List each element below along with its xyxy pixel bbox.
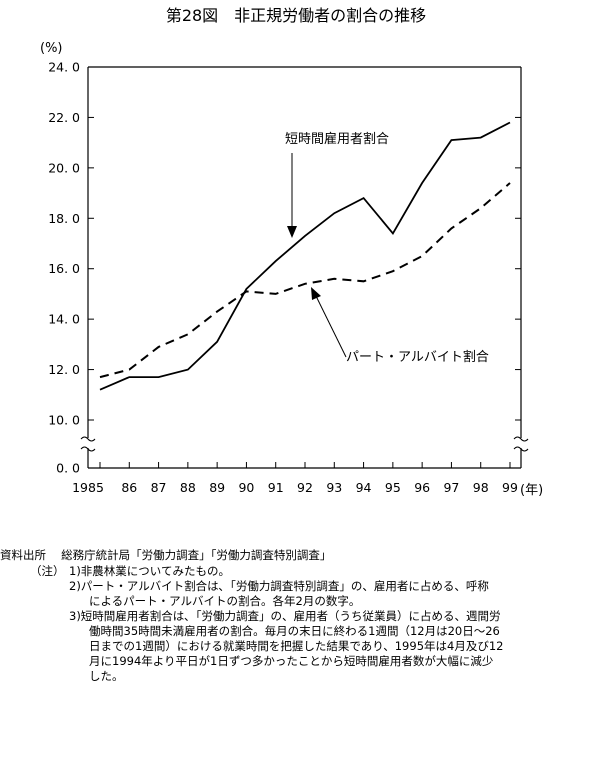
y-ticks: 0. 0 10. 0 12. 0 14. 0 16. 0 18. 0 20. 0 22. 0 2… <box>48 60 521 476</box>
note-item-3-cont4: した。 <box>89 669 124 683</box>
x-ticks: 1985 86 87 88 89 90 91 92 93 94 95 96 97 98 99 <box>72 462 518 495</box>
source-text: 総務庁統計局「労働力調査」「労働力調査特別調査」 <box>61 548 332 562</box>
note-item-3-cont1: 働時間35時間未満雇用者の割合。毎月の末日に終わる1週間（12月は20日～26 <box>89 624 500 638</box>
x-tick-label: 96 <box>414 480 430 495</box>
annotation-short-time: 短時間雇用者割合 <box>285 131 389 147</box>
source-row: 資料出所 総務庁統計局「労働力調査」「労働力調査特別調査」 <box>0 548 331 563</box>
x-tick-label: 92 <box>297 480 313 495</box>
series-line-part-time <box>99 182 511 379</box>
x-tick-label: 95 <box>385 480 401 495</box>
x-tick-label: 87 <box>151 480 167 495</box>
axis-break-mark-right <box>513 436 529 442</box>
arrow-part-time <box>315 295 347 358</box>
axis-break-mark-right <box>513 446 529 452</box>
x-tick-label: 94 <box>356 480 372 495</box>
y-tick-label: 20. 0 <box>48 160 80 175</box>
x-tick-label: 99 <box>502 480 518 495</box>
note-item-2-cont: によるパート・アルバイトの割合。各年2月の数字。 <box>89 594 361 608</box>
source-label: 資料出所 <box>0 548 46 562</box>
x-tick-label: 98 <box>473 480 489 495</box>
y-tick-label: 16. 0 <box>48 261 80 276</box>
y-unit-label: (%) <box>40 41 63 56</box>
note-item-1: 1)非農林業についてみたもの。 <box>69 564 230 578</box>
note-item-3: 3)短時間雇用者割合は､「労働力調査」の、雇用者（うち従業員）に占める、週間労 <box>69 609 501 623</box>
series-line-short-time <box>99 121 511 391</box>
x-tick-label: 89 <box>209 480 225 495</box>
x-tick-label: 88 <box>180 480 196 495</box>
note-item-3-cont3: 月に1994年より平日が1日ずつ多かったことから短時間雇用者数が大幅に減少 <box>89 654 494 668</box>
y-tick-label: 24. 0 <box>48 60 80 75</box>
note-item-2: 2)パート・アルバイト割合は､「労働力調査特別調査」の、雇用者に占める、呼称 <box>69 579 489 593</box>
x-tick-label: 91 <box>268 480 284 495</box>
x-tick-label: 93 <box>326 480 342 495</box>
y-tick-label: 22. 0 <box>48 110 80 125</box>
x-tick-label: 86 <box>121 480 137 495</box>
chart-title: 第28図 非正規労働者の割合の推移 <box>165 6 427 25</box>
y-tick-label: 0. 0 <box>56 461 80 476</box>
annotation-part-time: パート・アルバイト割合 <box>346 349 489 365</box>
note-label: （注） <box>30 564 65 578</box>
axes <box>80 66 529 469</box>
axis-break-mark-left <box>80 436 96 442</box>
x-tick-label: 90 <box>238 480 254 495</box>
x-tick-label: 1985 <box>72 480 104 495</box>
axis-break-mark-left <box>80 446 96 452</box>
y-tick-label: 14. 0 <box>48 312 80 327</box>
series-lines <box>99 121 511 391</box>
y-tick-label: 18. 0 <box>48 211 80 226</box>
line-chart: (%) (年) 0. 0 10. 0 12. 0 14. 0 16. 0 18. 0 20.… <box>40 41 543 498</box>
x-unit-label: (年) <box>520 483 543 498</box>
arrowhead-short-time <box>287 226 297 238</box>
x-tick-label: 97 <box>443 480 459 495</box>
arrowhead-part-time <box>311 287 321 300</box>
y-tick-label: 10. 0 <box>48 413 80 428</box>
y-tick-label: 12. 0 <box>48 362 80 377</box>
note-item-3-cont2: 日までの1週間）における就業時間を把握した結果であり、1995年は4月及び12 <box>89 639 504 653</box>
